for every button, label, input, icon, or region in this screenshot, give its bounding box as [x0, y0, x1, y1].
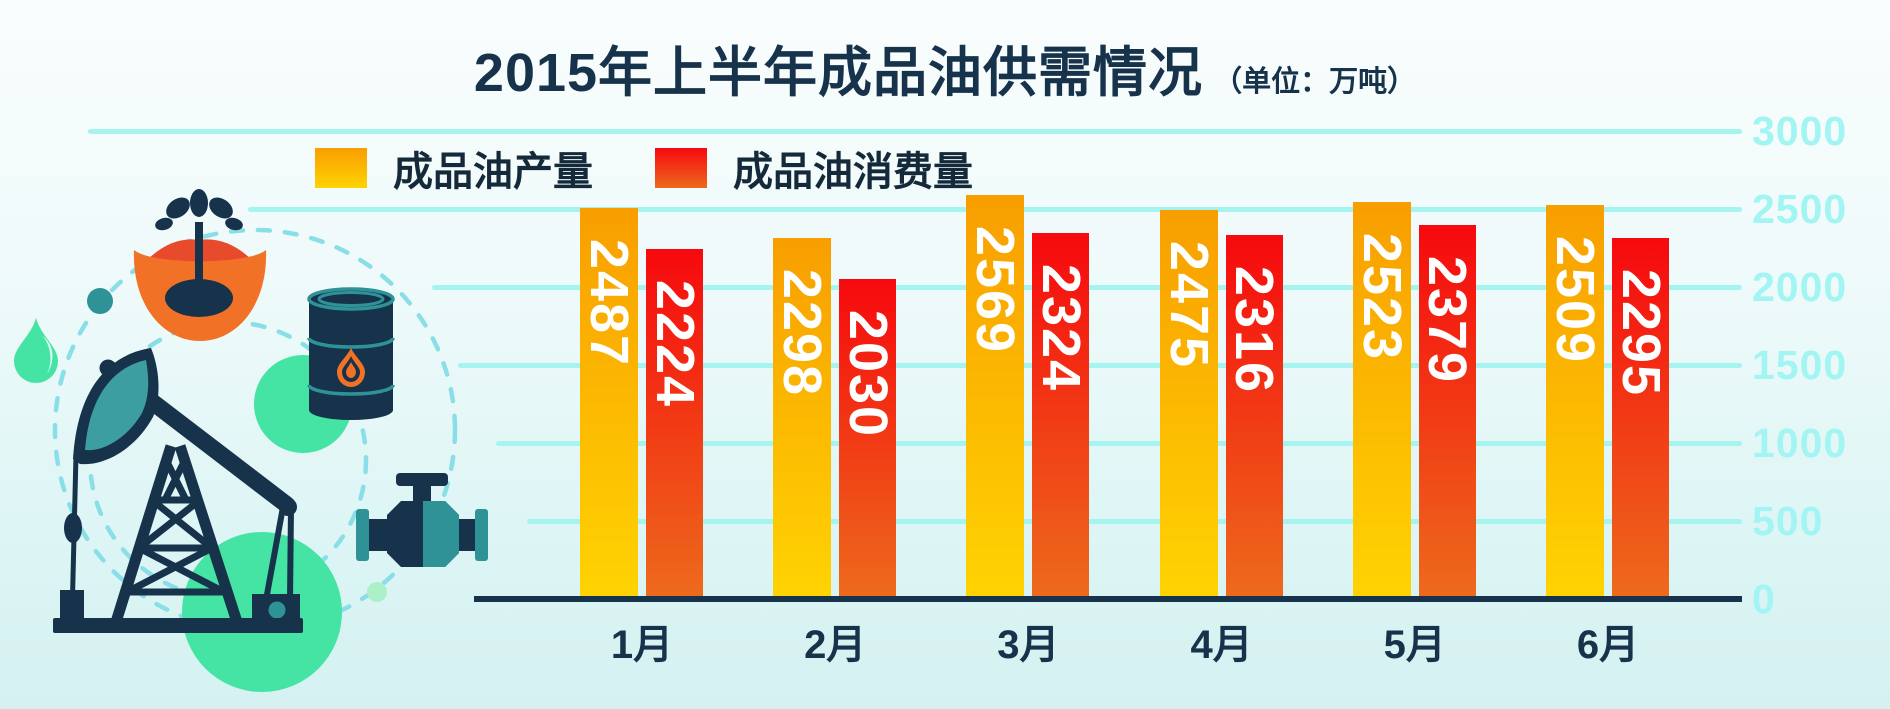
chart-unit-label: （单位：万吨） — [1213, 66, 1417, 98]
x-tick-label-4月: 4月 — [1190, 623, 1253, 667]
x-axis-baseline — [474, 596, 1742, 602]
consumption-bar-value-label: 2295 — [1610, 268, 1671, 398]
production-bar-6月: 2509 — [1545, 205, 1605, 596]
consumption-bar-value-label: 2224 — [644, 279, 705, 409]
y-tick-label-1500: 1500 — [1752, 342, 1848, 388]
consumption-bar-2月: 2030 — [837, 279, 898, 596]
light-green-dot — [367, 582, 387, 602]
valve-icon — [356, 473, 488, 567]
consumption-bar-value-label: 2379 — [1417, 255, 1478, 385]
production-bar-4月: 2475 — [1158, 210, 1219, 596]
gridline-1000 — [496, 440, 1742, 446]
production-bar-value-label: 2298 — [772, 268, 833, 398]
y-tick-label-3000: 3000 — [1752, 108, 1848, 154]
gridline-1500 — [458, 362, 1742, 368]
consumption-bar-5月: 2379 — [1417, 225, 1478, 596]
consumption-bar-4月: 2316 — [1224, 235, 1285, 596]
x-tick-label-1月: 1月 — [610, 623, 674, 667]
legend-item-production: 成品油产量 — [315, 148, 593, 194]
gridline-500 — [527, 518, 1742, 524]
consumption-bar-value-label: 2030 — [837, 309, 898, 439]
x-tick-label-5月: 5月 — [1383, 623, 1446, 667]
consumption-bar-value-label: 2316 — [1224, 265, 1285, 395]
x-tick-label-3月: 3月 — [997, 623, 1060, 667]
production-bar-5月: 2523 — [1351, 202, 1412, 596]
x-tick-label-6月: 6月 — [1576, 623, 1640, 667]
legend-item-consumption: 成品油消费量 — [655, 148, 973, 194]
teal-dot — [87, 288, 113, 314]
production-bar-value-label: 2509 — [1545, 235, 1605, 365]
production-bar-value-label: 2523 — [1351, 232, 1412, 362]
consumption-bar-6月: 2295 — [1610, 238, 1671, 596]
y-tick-label-500: 500 — [1752, 498, 1824, 544]
gridline-3000 — [88, 128, 1742, 134]
water-drop-icon — [14, 318, 58, 383]
chart-title: 2015年上半年成品油供需情况 — [473, 43, 1204, 103]
pump-jack-icon — [53, 348, 303, 633]
production-bar-value-label: 2487 — [579, 238, 639, 368]
page-title: 2015年上半年成品油供需情况 （单位：万吨） — [474, 28, 1416, 107]
y-tick-label-1000: 1000 — [1752, 420, 1848, 466]
x-tick-label-2月: 2月 — [804, 623, 867, 667]
production-bar-2月: 2298 — [772, 238, 833, 596]
production-bar-3月: 2569 — [965, 195, 1026, 596]
production-bar-value-label: 2475 — [1158, 240, 1219, 370]
production-bar-value-label: 2569 — [965, 225, 1026, 355]
production-legend-label: 成品油产量 — [393, 150, 593, 194]
consumption-legend-label: 成品油消费量 — [733, 150, 973, 194]
oil-industry-illustration — [14, 189, 488, 692]
y-tick-label-0: 0 — [1752, 576, 1776, 622]
y-tick-label-2000: 2000 — [1752, 264, 1848, 310]
oil-gusher-icon — [133, 189, 267, 341]
consumption-bar-3月: 2324 — [1030, 233, 1091, 596]
production-legend-swatch — [315, 148, 367, 188]
dashed-path-circle-outer — [52, 227, 458, 633]
y-tick-label-2500: 2500 — [1752, 186, 1848, 232]
oil-barrel-icon — [307, 287, 395, 420]
consumption-legend-swatch — [655, 148, 707, 188]
production-bar-1月: 2487 — [579, 208, 639, 596]
consumption-bar-1月: 2224 — [644, 249, 705, 596]
consumption-bar-value-label: 2324 — [1030, 263, 1091, 393]
